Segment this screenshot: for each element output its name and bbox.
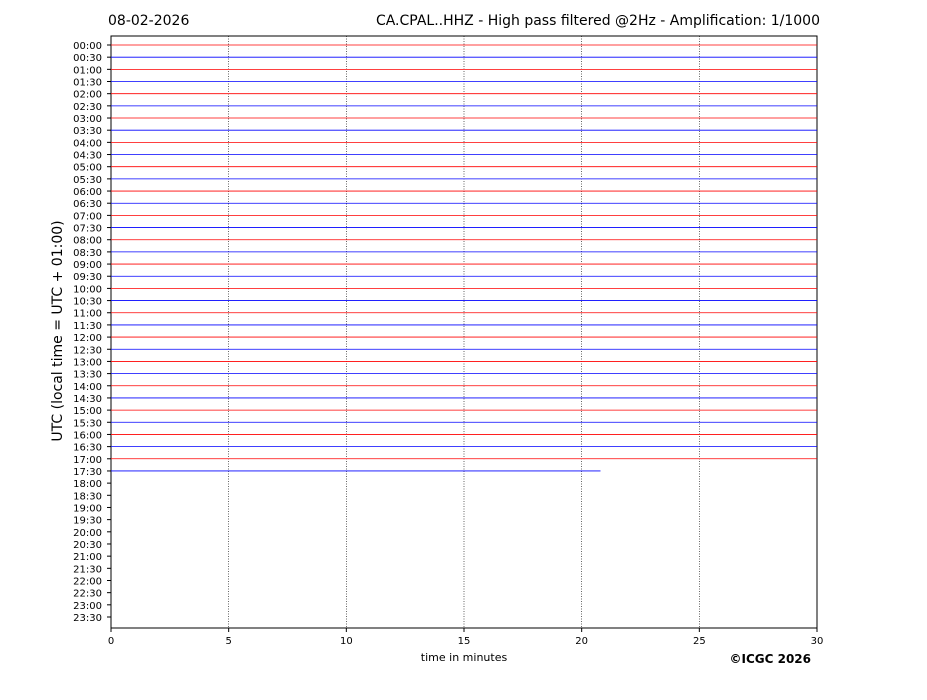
y-tick-label: 17:00	[73, 455, 102, 466]
y-tick-label: 11:30	[73, 321, 102, 332]
y-tick-label: 08:00	[73, 236, 102, 247]
y-tick-label: 17:30	[73, 467, 102, 478]
y-tick-label: 18:30	[73, 491, 102, 502]
y-tick-label: 05:30	[73, 175, 102, 186]
y-tick-label: 15:00	[73, 406, 102, 417]
y-tick-label: 09:30	[73, 272, 102, 283]
x-tick-label: 0	[108, 636, 114, 647]
y-tick-label: 13:30	[73, 370, 102, 381]
y-tick-label: 00:00	[73, 41, 102, 52]
y-tick-label: 02:00	[73, 90, 102, 101]
y-tick-label: 20:30	[73, 540, 102, 551]
y-tick-label: 07:00	[73, 211, 102, 222]
y-tick-label: 03:00	[73, 114, 102, 125]
x-tick-label: 10	[340, 636, 353, 647]
y-tick-label: 05:00	[73, 163, 102, 174]
y-tick-label: 03:30	[73, 126, 102, 137]
y-tick-label: 23:00	[73, 601, 102, 612]
y-tick-label: 00:30	[73, 53, 102, 64]
y-tick-label: 01:00	[73, 65, 102, 76]
x-tick-label: 15	[458, 636, 471, 647]
y-tick-label: 10:30	[73, 297, 102, 308]
y-tick-label: 21:30	[73, 564, 102, 575]
y-tick-label: 13:00	[73, 357, 102, 368]
x-tick-label: 5	[225, 636, 231, 647]
y-tick-label: 22:30	[73, 589, 102, 600]
y-tick-label: 12:00	[73, 333, 102, 344]
y-tick-label: 20:00	[73, 528, 102, 539]
x-tick-label: 25	[693, 636, 706, 647]
y-tick-label: 16:00	[73, 430, 102, 441]
x-tick-label: 30	[811, 636, 824, 647]
y-tick-label: 09:00	[73, 260, 102, 271]
y-tick-label: 14:00	[73, 382, 102, 393]
y-tick-label: 01:30	[73, 78, 102, 89]
y-tick-label: 21:00	[73, 552, 102, 563]
y-tick-label: 02:30	[73, 102, 102, 113]
y-tick-label: 19:30	[73, 516, 102, 527]
y-tick-label: 08:30	[73, 248, 102, 259]
y-tick-label: 04:00	[73, 138, 102, 149]
y-tick-label: 06:00	[73, 187, 102, 198]
y-tick-label: 14:30	[73, 394, 102, 405]
y-tick-label: 18:00	[73, 479, 102, 490]
y-tick-label: 16:30	[73, 443, 102, 454]
y-tick-label: 19:00	[73, 503, 102, 514]
y-tick-label: 22:00	[73, 576, 102, 587]
y-tick-label: 04:30	[73, 151, 102, 162]
y-tick-label: 15:30	[73, 418, 102, 429]
credit: ©ICGC 2026	[729, 652, 811, 666]
chart-title: CA.CPAL..HHZ - High pass filtered @2Hz -…	[376, 13, 820, 29]
y-tick-label: 07:30	[73, 224, 102, 235]
y-tick-label: 06:30	[73, 199, 102, 210]
y-tick-label: 12:30	[73, 345, 102, 356]
y-tick-label: 10:00	[73, 284, 102, 295]
y-axis-label: UTC (local time = UTC + 01:00)	[50, 220, 66, 441]
x-axis-label: time in minutes	[421, 651, 508, 664]
date: 08-02-2026	[108, 13, 189, 29]
y-tick-label: 23:30	[73, 613, 102, 624]
x-tick-label: 20	[575, 636, 588, 647]
y-tick-label: 11:00	[73, 309, 102, 320]
